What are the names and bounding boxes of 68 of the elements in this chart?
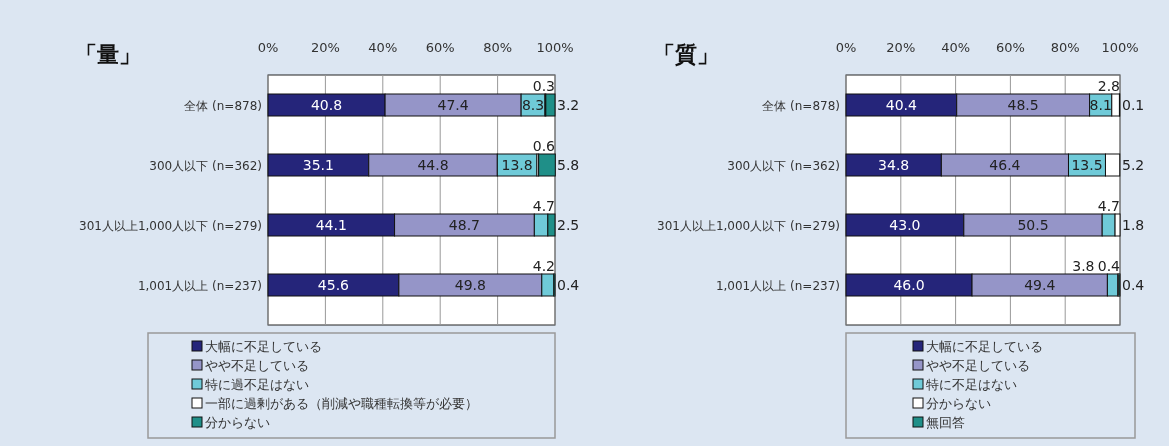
legend-label: やや不足している (205, 358, 309, 373)
x-tick-label: 100% (1101, 40, 1139, 55)
data-label: 49.4 (1024, 277, 1056, 293)
y-tick-label: 301人以上1,000人以下 (n=279) (657, 219, 840, 233)
legend-label: 大幅に不足している (926, 339, 1043, 354)
data-label: 0.3 (532, 78, 555, 94)
data-label: 40.8 (310, 97, 343, 113)
legend-label: 分からない (205, 415, 270, 430)
data-label: 35.1 (302, 157, 334, 173)
y-tick-label: 全体 (n=878) (762, 99, 840, 113)
data-label: 8.3 (521, 97, 545, 113)
data-label: 45.6 (317, 277, 350, 293)
x-tick-label: 0% (257, 40, 279, 55)
data-label: 13.5 (1071, 157, 1103, 173)
data-label: 3.2 (557, 97, 580, 113)
x-tick-label: 60% (995, 40, 1025, 55)
data-label: 2.8 (1097, 78, 1120, 94)
data-label: 0.1 (1122, 97, 1145, 113)
x-tick-label: 20% (886, 40, 916, 55)
data-label: 13.8 (501, 157, 533, 173)
data-label: 0.4 (1097, 258, 1121, 274)
data-label: 1.8 (1122, 217, 1145, 233)
legend-label: 特に過不足はない (205, 377, 309, 392)
x-tick-label: 40% (941, 40, 971, 55)
legend-label: 無回答 (926, 415, 965, 430)
data-label: 34.8 (878, 157, 910, 173)
data-label: 50.5 (1017, 217, 1049, 233)
data-label: 43.0 (889, 217, 921, 233)
data-label: 44.1 (315, 217, 347, 233)
data-label: 4.7 (1097, 198, 1120, 214)
data-label: 3.8 (1072, 258, 1095, 274)
legend-label: やや不足している (926, 358, 1030, 373)
data-label: 47.4 (437, 97, 469, 113)
legend-label: 特に不足はない (926, 377, 1017, 392)
legend-label: 一部に過剰がある（削減や職種転換等が必要） (205, 396, 478, 411)
x-tick-label: 0% (835, 40, 857, 55)
data-label: 0.4 (1122, 277, 1145, 293)
y-tick-label: 300人以下 (n=362) (149, 159, 262, 173)
data-label: 46.4 (989, 157, 1021, 173)
data-label: 40.4 (885, 97, 918, 113)
x-tick-label: 80% (1050, 40, 1080, 55)
y-tick-label: 1,001人以上 (n=237) (715, 279, 840, 293)
y-tick-label: 1,001人以上 (n=237) (137, 279, 262, 293)
data-label: 0.6 (532, 138, 556, 154)
data-label: 49.8 (454, 277, 486, 293)
legend-label: 分からない (926, 396, 991, 411)
x-tick-label: 100% (536, 40, 574, 55)
x-tick-label: 20% (310, 40, 340, 55)
legend-label: 大幅に不足している (205, 339, 322, 354)
chart-title: 「質」 (653, 42, 719, 67)
data-label: 44.8 (417, 157, 449, 173)
x-tick-label: 60% (425, 40, 455, 55)
data-label: 2.5 (557, 217, 580, 233)
data-label: 4.2 (532, 258, 555, 274)
chart-title: 「量」 (75, 42, 141, 67)
data-label: 46.0 (893, 277, 925, 293)
data-label: 8.1 (1089, 97, 1112, 113)
data-label: 48.5 (1007, 97, 1039, 113)
y-tick-label: 300人以下 (n=362) (727, 159, 840, 173)
data-label: 5.2 (1122, 157, 1145, 173)
data-label: 48.7 (448, 217, 481, 233)
data-label: 0.4 (557, 277, 580, 293)
x-tick-label: 80% (483, 40, 513, 55)
y-tick-label: 301人以上1,000人以下 (n=279) (79, 219, 262, 233)
data-label: 4.7 (532, 198, 555, 214)
y-tick-label: 全体 (n=878) (184, 99, 262, 113)
data-label: 5.8 (557, 157, 580, 173)
x-tick-label: 40% (368, 40, 398, 55)
